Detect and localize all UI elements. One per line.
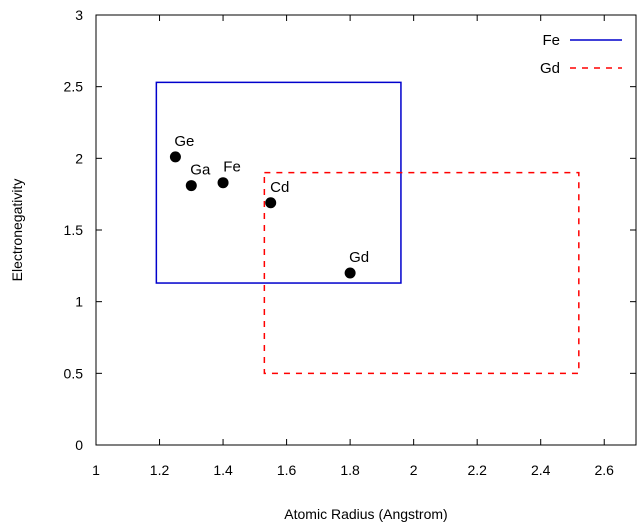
data-points: Ge Ga Fe Cd Gd (169, 133, 369, 279)
y-tick-label: 0 (75, 437, 83, 453)
legend-label-gd: Gd (540, 60, 560, 77)
x-tick-label: 1.4 (213, 462, 233, 478)
y-tick-label: 3 (75, 7, 83, 23)
point-ge (169, 151, 181, 163)
point-label-ga: Ga (190, 162, 211, 179)
y-tick-label: 1.5 (64, 222, 84, 238)
x-tick-label: 2.4 (531, 462, 551, 478)
axis-ticks: 1 1.2 1.4 1.6 1.8 2 2.2 2.4 2.6 0 0.5 1 1.5 2 2.5 3 (64, 7, 636, 478)
x-tick-label: 1.8 (340, 462, 360, 478)
point-label-fe: Fe (223, 159, 241, 176)
point-gd (344, 267, 356, 279)
point-fe (217, 177, 229, 189)
y-tick-label: 0.5 (64, 365, 84, 381)
point-ga (185, 180, 197, 192)
point-label-ge: Ge (174, 133, 194, 150)
point-label-gd: Gd (349, 249, 369, 266)
x-tick-label: 2.2 (467, 462, 487, 478)
legend-label-fe: Fe (542, 32, 560, 49)
range-box-gd (263, 171, 580, 375)
point-cd (265, 197, 277, 209)
y-axis-label: Electronegativity (9, 179, 25, 282)
x-tick-label: 2.6 (595, 462, 615, 478)
y-tick-label: 2.5 (64, 79, 84, 95)
plot-frame (95, 14, 637, 446)
y-tick-label: 1 (75, 294, 83, 310)
range-box-fe (155, 81, 402, 284)
range-boxes (155, 81, 580, 375)
x-tick-label: 1.2 (150, 462, 170, 478)
x-tick-label: 1 (92, 462, 100, 478)
x-tick-label: 1.6 (277, 462, 297, 478)
y-tick-label: 2 (75, 150, 83, 166)
x-axis-label: Atomic Radius (Angstrom) (284, 506, 447, 522)
x-tick-label: 2 (410, 462, 418, 478)
legend: Fe Gd (540, 32, 622, 77)
point-label-cd: Cd (270, 179, 289, 196)
